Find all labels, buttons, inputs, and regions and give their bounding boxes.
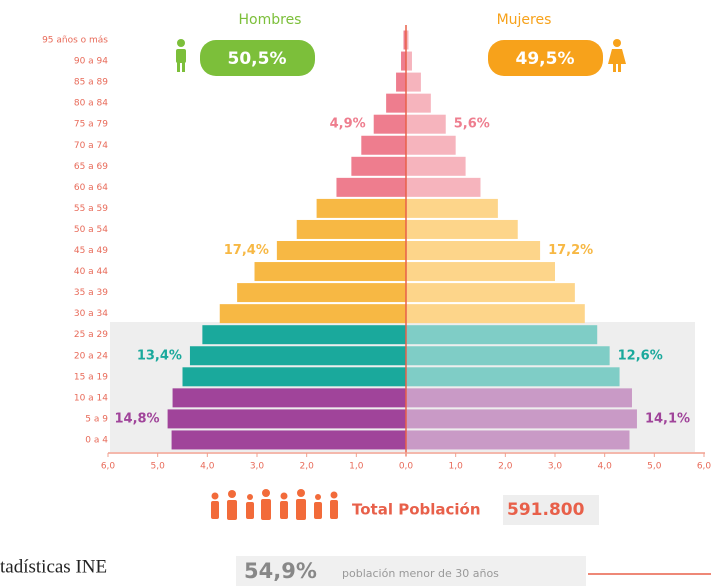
bar [406, 409, 637, 429]
bar [406, 241, 541, 260]
category-label: 85 a 89 [74, 78, 108, 88]
bar [406, 156, 466, 176]
young-box [236, 556, 586, 586]
men-label: Hombres [239, 12, 302, 28]
x-tick-label: 4,0 [200, 462, 215, 472]
bar [406, 388, 632, 408]
category-label: 95 años o más [42, 36, 108, 46]
bar [202, 325, 406, 345]
bar [406, 114, 446, 134]
bar [406, 177, 481, 197]
category-label: 65 a 69 [74, 162, 108, 172]
women-badge [488, 40, 603, 76]
category-label: 75 a 79 [74, 120, 108, 130]
young-label: población menor de 30 años [342, 567, 499, 580]
category-label: 5 a 9 [85, 414, 108, 424]
bar [351, 156, 406, 176]
bar [254, 262, 406, 282]
bar [167, 409, 406, 429]
bar [406, 325, 598, 345]
woman-icon [608, 39, 626, 72]
bar [406, 30, 409, 50]
total-value: 591.800 [507, 500, 585, 520]
group-label: 4,9% [330, 117, 366, 132]
group-label: 17,2% [548, 243, 593, 258]
men-badge [200, 40, 315, 76]
bar [406, 72, 421, 92]
bar [386, 93, 406, 113]
men-share: 50,5% [228, 49, 287, 69]
x-tick-label: 2,0 [498, 462, 513, 472]
bar [189, 346, 406, 366]
bar [361, 135, 406, 155]
bar [237, 283, 406, 303]
bar [406, 93, 431, 113]
x-tick-label: 3,0 [548, 462, 563, 472]
x-tick-label: 5,0 [647, 462, 662, 472]
bar [316, 198, 406, 218]
bar [171, 430, 406, 450]
bar [172, 388, 406, 408]
category-label: 70 a 74 [74, 141, 108, 151]
x-tick-label: 1,0 [349, 462, 364, 472]
category-label: 80 a 84 [74, 99, 108, 109]
group-label: 17,4% [224, 243, 269, 258]
group-label: 12,6% [618, 348, 663, 363]
bar [296, 219, 406, 239]
category-label: 60 a 64 [74, 183, 108, 193]
man-icon [176, 39, 186, 72]
bar [373, 114, 406, 134]
category-label: 90 a 94 [74, 57, 108, 67]
x-tick-label: 0,0 [399, 462, 414, 472]
category-label: 45 a 49 [74, 246, 108, 256]
category-label: 40 a 44 [74, 267, 108, 277]
young-share: 54,9% [244, 559, 317, 583]
category-label: 50 a 54 [74, 225, 108, 235]
x-tick-label: 4,0 [598, 462, 613, 472]
bar [406, 198, 498, 218]
bar [396, 72, 406, 92]
bar [406, 135, 456, 155]
bar [406, 367, 620, 387]
group-label: 5,6% [454, 117, 490, 132]
bar [406, 430, 630, 450]
bar [406, 262, 555, 282]
group-label: 14,8% [114, 411, 159, 426]
bar [276, 241, 406, 260]
category-label: 0 a 4 [85, 435, 108, 445]
people-icon [211, 489, 338, 520]
x-tick-label: 2,0 [300, 462, 315, 472]
bar [406, 283, 575, 303]
x-tick-label: 6,0 [101, 462, 116, 472]
x-tick-label: 5,0 [151, 462, 166, 472]
source: tadísticas INE [0, 556, 107, 577]
bar [182, 367, 406, 387]
total-box [503, 495, 599, 525]
x-tick-label: 1,0 [449, 462, 464, 472]
group-label: 14,1% [645, 411, 690, 426]
category-label: 20 a 24 [74, 351, 108, 361]
bar [406, 51, 412, 71]
bar [336, 177, 406, 197]
bar [403, 30, 406, 50]
total-label: Total Población [352, 501, 481, 519]
bar [406, 346, 610, 366]
category-label: 55 a 59 [74, 204, 108, 214]
women-share: 49,5% [516, 49, 575, 69]
group-label: 13,4% [137, 348, 182, 363]
x-tick-label: 6,0 [697, 462, 711, 472]
category-label: 35 a 39 [74, 288, 108, 298]
category-label: 30 a 34 [74, 309, 108, 319]
bar [406, 219, 518, 239]
bar [219, 304, 406, 324]
bar [406, 304, 585, 324]
category-label: 15 a 19 [74, 372, 108, 382]
category-label: 10 a 14 [74, 393, 108, 403]
x-tick-label: 3,0 [250, 462, 265, 472]
women-label: Mujeres [497, 12, 552, 28]
bar [401, 51, 406, 71]
category-label: 25 a 29 [74, 330, 108, 340]
